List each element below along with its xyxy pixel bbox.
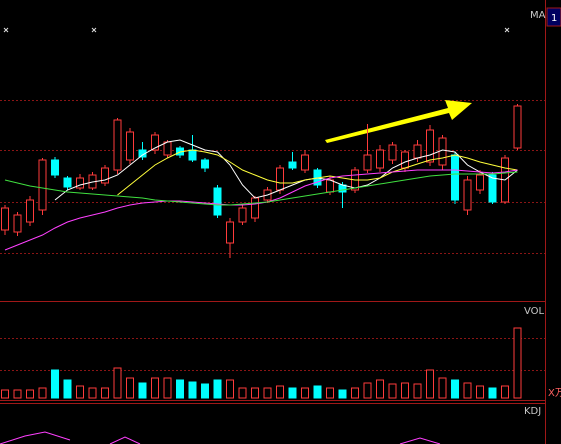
volume-bar [501,385,509,399]
candle-body [201,159,209,169]
volume-bar [313,385,322,399]
candle-body [101,167,109,184]
candle-body [276,167,284,191]
volume-bar [301,387,309,399]
candle-body [476,174,484,191]
volume-bar [13,389,22,399]
candle-body [63,177,72,188]
trend-arrow [325,100,472,143]
volume-bar [363,382,372,399]
volume-bar [151,377,159,399]
volume-bar [388,383,397,399]
candle-body [226,221,234,244]
corner-label: 1 [551,13,557,24]
candle-body [51,159,59,176]
volume-bar [438,377,447,399]
volume-bar [201,383,209,399]
volume-bar [213,379,222,399]
candle-body [38,159,47,211]
cross-marker [91,27,97,33]
corner-box [546,7,561,27]
volume-unit: X万 [548,388,561,399]
candle-body [376,149,384,169]
candle-body [388,144,397,161]
ma-line [4,171,518,206]
volume-bar [26,389,34,399]
volume-bar [38,387,47,399]
kdj-line [0,431,441,444]
volume-bar [88,387,97,399]
volume-bar [163,377,172,399]
candle-body [363,154,372,171]
candle-body [288,161,297,169]
candle-body [163,141,172,156]
volume-bar [63,379,72,399]
volume-bar [226,379,234,399]
panel-label: MA [530,10,546,21]
volume-bar [326,387,334,399]
candle-body [1,207,9,231]
ma-line [117,149,518,196]
candle-body [463,179,472,211]
volume-bar [413,383,422,399]
cross-marker [3,27,9,33]
volume-bar [338,389,347,399]
candle-body [126,131,134,161]
volume-bar [51,369,59,399]
volume-bar [238,387,247,399]
ma-line [54,139,518,201]
volume-bar [351,387,359,399]
volume-bar [276,385,284,399]
candle-body [513,105,522,149]
volume-bar [138,382,147,399]
candle-body [451,154,459,201]
volume-bar [401,382,409,399]
candle-body [188,149,197,161]
volume-bar [188,381,197,399]
candle-body [251,197,259,219]
volume-bar [288,387,297,399]
frame [0,0,546,444]
volume-bar [451,379,459,399]
volume-bar [513,327,522,399]
volume-bar [1,389,9,399]
candle-body [301,154,309,171]
volume-bar [488,387,497,399]
candle-body [151,134,159,151]
candle-body [326,179,334,193]
candle-body [26,199,34,223]
volume-bar [376,379,384,399]
grid [0,100,545,371]
volume-label: VOL [524,306,545,317]
markers [3,27,510,33]
volume-bar [463,382,472,399]
volume-bar [113,367,122,399]
volume-bar [263,387,272,399]
candle-body [113,119,122,171]
candle-body [488,174,497,203]
volume-bar [426,369,434,399]
volume-bar [76,385,84,399]
candle-body [238,207,247,223]
candle-body [213,187,222,216]
candle-body [426,129,434,163]
volume-bar [476,385,484,399]
volume-bar [126,377,134,399]
kdj-label: KDJ [524,406,541,417]
candle-body [13,214,22,233]
candle-body [413,144,422,159]
volume-bar [101,387,109,399]
cross-marker [504,27,510,33]
volume-bar [176,379,184,399]
candle-body [76,177,84,189]
candle-body [401,151,409,169]
volume-bar [251,387,259,399]
